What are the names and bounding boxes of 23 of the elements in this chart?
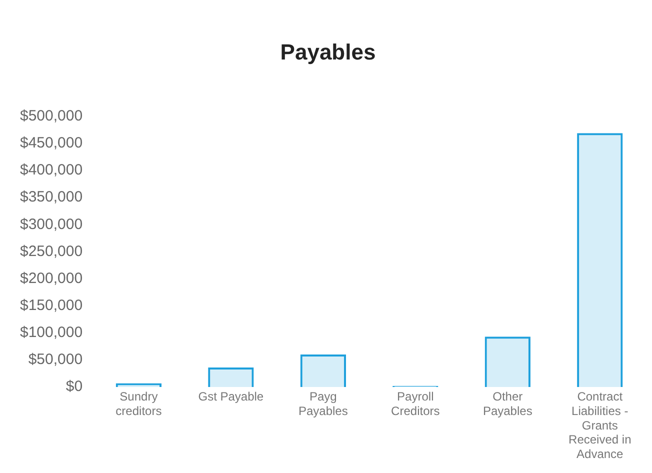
bar <box>300 354 346 387</box>
x-tick-label: Sundry creditors <box>116 390 162 418</box>
bar <box>484 336 530 387</box>
bar <box>577 133 623 387</box>
y-tick-label: $400,000 <box>20 162 83 179</box>
x-tick-label: Payroll Creditors <box>391 390 440 418</box>
x-tick-label: Gst Payable <box>198 390 264 404</box>
x-tick-label: Payg Payables <box>298 390 348 418</box>
y-tick-label: $500,000 <box>20 108 83 125</box>
x-tick-label: Other Payables <box>482 390 532 418</box>
y-tick-label: $0 <box>66 378 83 396</box>
y-tick-label: $250,000 <box>20 242 83 260</box>
y-tick-label: $150,000 <box>20 296 83 314</box>
x-tick-label: Contract Liabilities - Grants Received in Advance <box>568 390 632 462</box>
y-tick-label: $50,000 <box>28 351 83 368</box>
bar <box>208 368 254 387</box>
y-tick-label: $450,000 <box>20 134 83 152</box>
y-tick-label: $350,000 <box>20 188 83 206</box>
y-tick-label: $200,000 <box>20 270 83 287</box>
y-tick-label: $100,000 <box>20 324 83 342</box>
bar <box>116 383 162 387</box>
chart-title: Payables <box>280 39 376 64</box>
y-tick-label: $300,000 <box>20 216 83 233</box>
